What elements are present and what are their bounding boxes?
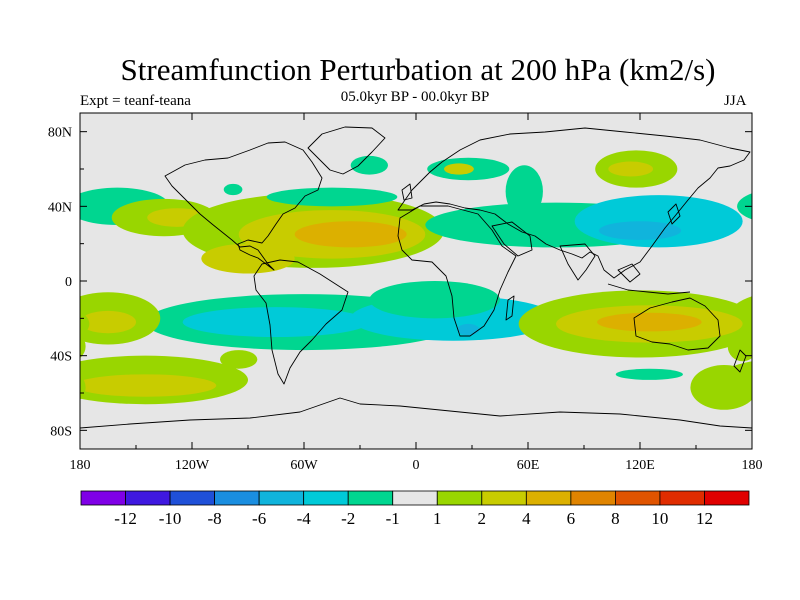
colorbar-label: 2 — [478, 509, 487, 528]
colorbar-box — [436, 490, 483, 506]
anomaly-region — [690, 365, 752, 410]
colorbar-box — [659, 490, 705, 506]
anomaly-region — [294, 221, 407, 248]
anomaly-region — [444, 163, 474, 175]
anomaly-region — [615, 368, 683, 380]
colorbar-label: -12 — [114, 509, 137, 528]
anomaly-region — [223, 183, 243, 196]
y-tick-label: 40S — [50, 350, 72, 365]
anomaly-region — [201, 243, 295, 274]
anomaly-region — [80, 310, 136, 334]
anomaly-region — [574, 195, 743, 248]
colorbar-label: 10 — [651, 509, 668, 528]
anomaly-region — [0, 150, 5, 187]
chart-subtitle: 05.0kyr BP - 00.0kyr BP — [340, 89, 490, 105]
anomaly-region — [737, 193, 752, 220]
x-tick-label: 120E — [625, 458, 655, 473]
x-tick-label: 180 — [70, 458, 91, 473]
anomaly-region — [350, 155, 389, 175]
anomaly-region — [0, 203, 15, 248]
anomaly-region — [457, 323, 480, 336]
chart-title: Streamfunction Perturbation at 200 hPa (… — [120, 52, 716, 87]
x-tick-label: 60E — [517, 458, 540, 473]
anomaly-region — [182, 307, 370, 338]
y-tick-label: 80N — [48, 126, 72, 141]
colorbar-box — [525, 490, 572, 506]
anomaly-region — [0, 369, 11, 380]
colorbar-box — [570, 490, 616, 506]
y-tick-label: 80S — [50, 424, 72, 439]
anomaly-field — [0, 150, 800, 410]
anomaly-region — [784, 199, 800, 236]
colorbar-label: 4 — [522, 509, 531, 528]
colorbar-box — [214, 490, 260, 506]
colorbar-label: -2 — [341, 509, 355, 528]
anomaly-region — [746, 381, 752, 390]
colorbar-box — [704, 490, 750, 506]
colorbar: -12 -10 -8 -6 -4 -2 -1 1 2 4 6 8 10 12 — [80, 490, 750, 528]
colorbar-label: 12 — [696, 509, 713, 528]
colorbar-box — [303, 490, 349, 506]
anomaly-region — [80, 374, 217, 397]
season-label: JJA — [724, 93, 747, 109]
anomaly-region — [80, 375, 86, 400]
anomaly-region — [0, 313, 30, 332]
anomaly-region — [727, 331, 752, 362]
colorbar-box — [80, 490, 126, 506]
colorbar-box — [125, 490, 171, 506]
anomaly-region — [220, 350, 258, 369]
anomaly-region — [0, 221, 9, 240]
x-tick-label: 60W — [290, 458, 318, 473]
anomaly-region — [80, 334, 86, 358]
anomaly-region — [597, 312, 702, 332]
x-tick-label: 180 — [742, 458, 763, 473]
anomaly-region — [80, 311, 90, 337]
colorbar-label: -10 — [159, 509, 182, 528]
experiment-label: Expt = teanf-teana — [80, 93, 191, 109]
colorbar-box — [615, 490, 661, 506]
anomaly-region — [266, 187, 398, 207]
x-axis: 180 120W 60W 0 60E 120E 180 — [70, 113, 763, 473]
anomaly-region — [752, 311, 800, 333]
anomaly-region — [369, 281, 500, 319]
colorbar-label: -6 — [252, 509, 266, 528]
colorbar-label: -8 — [208, 509, 222, 528]
colorbar-label: 6 — [567, 509, 576, 528]
anomaly-region — [598, 221, 682, 240]
colorbar-box — [392, 490, 438, 506]
coastlines — [80, 126, 752, 429]
colorbar-box — [347, 490, 394, 506]
anomaly-region — [0, 305, 71, 342]
anomaly-region — [608, 161, 654, 177]
colorbar-label: 1 — [433, 509, 442, 528]
colorbar-box — [258, 490, 305, 506]
anomaly-region — [505, 165, 543, 218]
colorbar-label: -4 — [297, 509, 312, 528]
x-tick-label: 120W — [175, 458, 210, 473]
colorbar-label: -1 — [386, 509, 400, 528]
colorbar-box — [481, 490, 527, 506]
colorbar-label: 8 — [611, 509, 620, 528]
colorbar-box — [169, 490, 215, 506]
x-tick-label: 0 — [413, 458, 420, 473]
y-axis: 80N 40N 0 40S 80S — [48, 126, 752, 439]
y-tick-label: 0 — [65, 275, 72, 290]
y-tick-label: 40N — [48, 200, 72, 215]
